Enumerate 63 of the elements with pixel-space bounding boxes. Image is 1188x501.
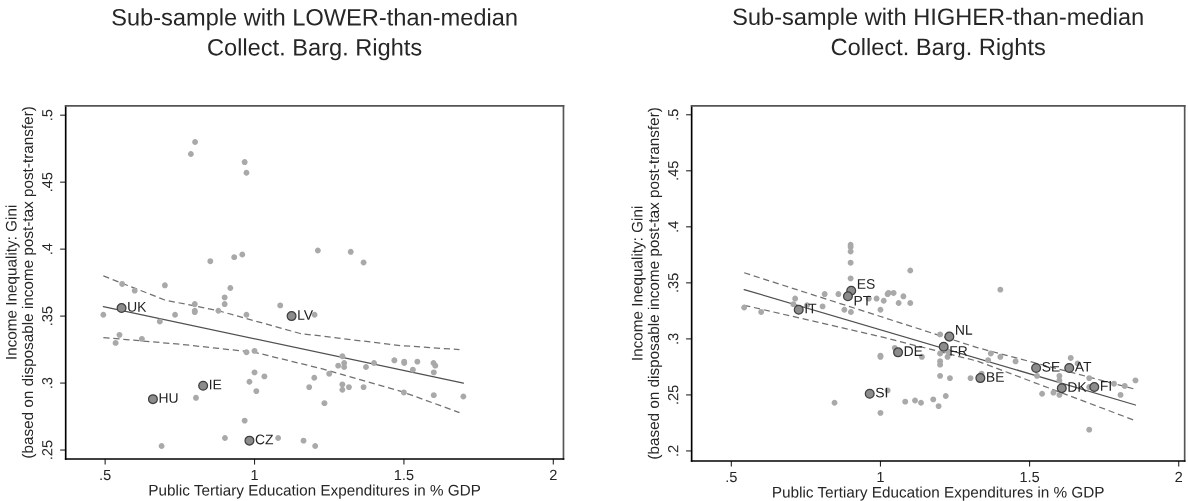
y-tick-label: .3	[668, 333, 679, 344]
y-tick-label: .3	[42, 377, 53, 388]
y-axis-title: Income Inequality: Gini (based on disposable income post-tax post-transfer)	[5, 107, 37, 458]
point	[975, 373, 986, 384]
point	[938, 341, 949, 352]
x-axis-title: Public Tertiary Education Expenditures in % GDP	[773, 486, 1104, 501]
x-tick-label: 2	[1175, 471, 1183, 483]
annotation: UK	[128, 302, 147, 312]
y-axis-title: Income Inequality: Gini (based on disposable income post-tax post-transfer)	[631, 108, 663, 459]
point	[1064, 362, 1075, 374]
point	[147, 394, 158, 405]
point	[198, 380, 209, 391]
point	[1089, 382, 1100, 393]
x-tick-label: 2	[549, 469, 557, 480]
y-tick-label: .25	[668, 385, 679, 404]
chart-title: Sub-sample with LOWER-than-median	[112, 8, 517, 31]
annotation: SE	[1042, 361, 1060, 372]
y-tick-label: .45	[42, 172, 53, 191]
annotation: FI	[1101, 381, 1111, 391]
y-tick-label: .35	[42, 306, 53, 325]
chart-subtitle: Collect. Barg. Rights	[208, 38, 422, 61]
annotation: AT	[1074, 362, 1092, 372]
point	[116, 303, 127, 314]
annotation: PT	[854, 295, 871, 306]
annotation: SI	[875, 387, 888, 398]
point	[1056, 383, 1067, 394]
point	[793, 304, 804, 315]
line-series	[102, 336, 461, 414]
x-tick-label: 1	[251, 469, 258, 480]
x-axis-title: Public Tertiary Education Expenditures in % GDP	[149, 484, 481, 499]
annotation: FR	[950, 346, 968, 356]
y-tick-label: .5	[42, 109, 53, 120]
chart-title: Sub-sample with HIGHER-than-median	[733, 7, 1143, 30]
line-series	[102, 275, 461, 351]
line-series	[743, 304, 1137, 422]
point	[1031, 362, 1042, 374]
annotation: HU	[159, 393, 178, 403]
point	[244, 435, 255, 446]
point	[944, 331, 955, 342]
annotation: NL	[956, 325, 973, 335]
annotation: CZ	[255, 434, 274, 445]
y-tick-label: .35	[668, 273, 679, 292]
point	[864, 388, 875, 399]
y-tick-label: .45	[668, 161, 679, 180]
x-tick-label: .5	[100, 469, 111, 481]
y-tick-label: .25	[42, 440, 53, 459]
x-tick-label: 1.5	[1020, 471, 1040, 483]
point	[286, 311, 297, 322]
annotation: IE	[209, 379, 222, 390]
x-tick-label: 1.5	[394, 469, 414, 481]
annotation: LV	[298, 310, 314, 320]
point	[893, 347, 904, 358]
point	[842, 291, 853, 302]
annotation: DE	[904, 346, 923, 356]
y-tick-label: .5	[668, 109, 679, 120]
x-tick-label: .5	[726, 471, 737, 483]
y-tick-label: .2	[668, 445, 679, 456]
annotation: ES	[857, 279, 875, 289]
chart-subtitle: Collect. Barg. Rights	[831, 37, 1045, 60]
y-tick-label: .4	[42, 243, 53, 254]
annotation: BE	[987, 372, 1004, 382]
y-tick-label: .4	[668, 221, 679, 232]
x-tick-label: 1	[877, 471, 884, 483]
